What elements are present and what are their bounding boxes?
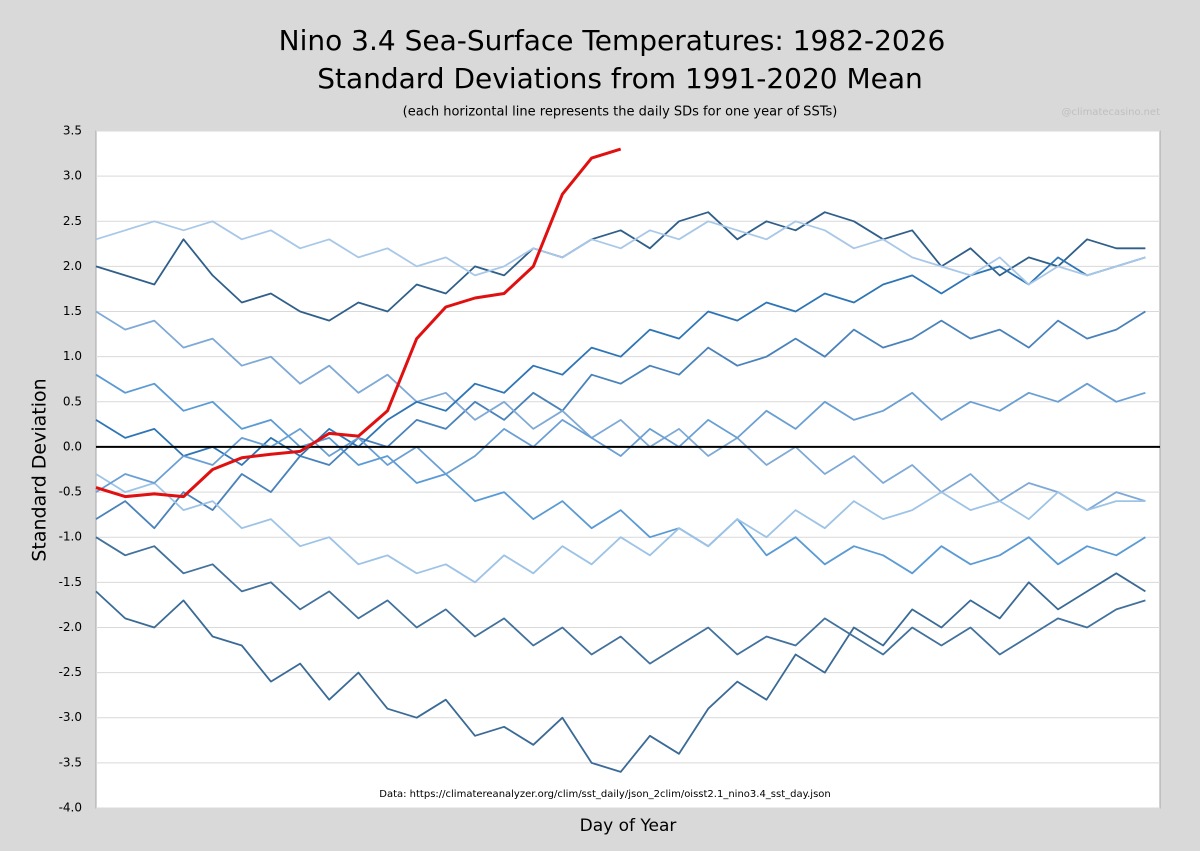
y-tick-label: -2.0 (59, 620, 82, 634)
series-line (95, 473, 1146, 584)
series-line (95, 310, 1146, 511)
chart-subtitle: Standard Deviations from 1991-2020 Mean (317, 62, 923, 95)
y-tick-label: -0.5 (59, 485, 82, 499)
series-line (95, 536, 1146, 665)
x-axis-label: Day of Year (580, 816, 677, 836)
series-line (95, 373, 1146, 575)
series-line (95, 211, 1146, 322)
y-tick-label: -3.5 (59, 755, 82, 769)
y-axis-label: Standard Deviation (29, 378, 51, 561)
y-tick-label: 3.5 (63, 124, 82, 138)
y-tick-label: 0.0 (63, 439, 82, 453)
series-line (95, 220, 1146, 286)
series-line (95, 572, 1146, 773)
y-tick-label: 1.5 (63, 304, 82, 318)
y-tick-label: -2.5 (59, 665, 82, 679)
chart-note: (each horizontal line represents the dai… (403, 105, 838, 120)
y-tick-label: 0.5 (63, 394, 82, 408)
y-tick-label: -1.5 (59, 575, 82, 589)
y-tick-label: 3.0 (63, 169, 82, 183)
y-tick-label: 2.5 (63, 214, 82, 228)
y-tick-label: -3.0 (59, 710, 82, 724)
y-tick-label: 1.0 (63, 349, 82, 363)
y-tick-label: -1.0 (59, 530, 82, 544)
series-line (95, 147, 622, 499)
series-line (95, 310, 1146, 530)
source-note: Data: https://climatereanalyzer.org/clim… (379, 789, 831, 800)
y-tick-label: -4.0 (59, 801, 82, 815)
plot-area (95, 130, 1161, 809)
chart-title: Nino 3.4 Sea-Surface Temperatures: 1982-… (279, 24, 946, 57)
y-tick-label: 2.0 (63, 259, 82, 273)
watermark: @climatecasino.net (1062, 107, 1161, 118)
